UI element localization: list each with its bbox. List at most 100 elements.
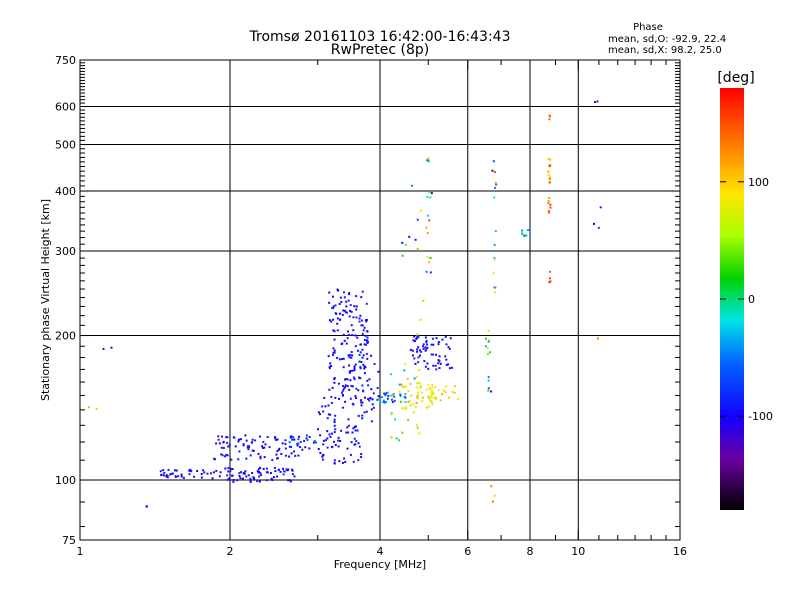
echo-point (225, 436, 228, 439)
data-points (87, 100, 602, 508)
echo-point (265, 479, 268, 482)
echo-point (274, 437, 277, 440)
echo-point (486, 353, 489, 356)
echo-point (410, 394, 413, 397)
echo-point (441, 338, 444, 341)
echo-point (366, 379, 369, 382)
echo-point (430, 192, 433, 195)
echo-point (365, 410, 368, 413)
echo-point (234, 445, 237, 448)
echo-point (405, 406, 408, 409)
echo-point (350, 441, 353, 444)
echo-point (357, 459, 360, 462)
echo-point (238, 474, 241, 477)
echo-point (244, 470, 247, 473)
echo-point (484, 345, 487, 348)
echo-point (404, 396, 407, 399)
echo-point (229, 469, 232, 472)
echo-point (334, 428, 337, 431)
echo-point (263, 446, 266, 449)
echo-point (252, 449, 255, 452)
echo-point (245, 457, 248, 460)
echo-point (291, 473, 294, 476)
echo-point (330, 395, 333, 398)
echo-point (351, 385, 354, 388)
echo-point (367, 397, 370, 400)
echo-point (437, 341, 440, 344)
echo-point (380, 396, 383, 399)
echo-point (298, 435, 301, 438)
echo-point (348, 364, 351, 367)
echo-point (224, 467, 227, 470)
echo-point (420, 391, 423, 394)
echo-point (217, 438, 220, 441)
echo-point (416, 348, 419, 351)
echo-point (430, 396, 433, 399)
echo-point (414, 340, 417, 343)
echo-point (357, 414, 360, 417)
echo-point (521, 229, 524, 232)
echo-point (379, 400, 382, 403)
echo-point (439, 399, 442, 402)
echo-point (390, 398, 393, 401)
echo-point (236, 479, 239, 482)
echo-point (344, 384, 347, 387)
echo-point (451, 390, 454, 393)
echo-point (417, 356, 420, 359)
echo-point (292, 436, 295, 439)
echo-point (336, 288, 339, 291)
y-tick-label: 500 (55, 139, 76, 152)
echo-point (163, 471, 166, 474)
echo-point (594, 101, 597, 104)
echo-point (494, 291, 497, 294)
echo-point (284, 454, 287, 457)
echo-point (366, 336, 369, 339)
echo-point (434, 364, 437, 367)
echo-point (369, 397, 372, 400)
echo-point (451, 366, 454, 369)
echo-point (345, 305, 348, 308)
echo-point (188, 469, 191, 472)
echo-point (333, 418, 336, 421)
echo-point (494, 230, 497, 233)
echo-point (297, 438, 300, 441)
echo-point (305, 434, 308, 437)
echo-point (445, 358, 448, 361)
echo-point (353, 305, 356, 308)
echo-point (548, 281, 551, 284)
echo-point (349, 379, 352, 382)
echo-point (547, 170, 550, 173)
echo-point (526, 229, 529, 232)
echo-point (266, 467, 269, 470)
echo-point (414, 405, 417, 408)
echo-point (328, 319, 331, 322)
x-tick-label: 1 (77, 545, 84, 558)
echo-point (370, 354, 373, 357)
echo-point (406, 377, 409, 380)
echo-point (326, 437, 329, 440)
echo-point (438, 360, 441, 363)
echo-point (353, 378, 356, 381)
echo-point (242, 443, 245, 446)
echo-point (169, 473, 172, 476)
echo-point (306, 439, 309, 442)
echo-point (403, 385, 406, 388)
echo-point (360, 324, 363, 327)
echo-point (425, 270, 428, 273)
echo-point (362, 354, 365, 357)
echo-point (372, 406, 375, 409)
echo-point (342, 389, 345, 392)
y-tick-label: 100 (55, 474, 76, 487)
echo-point (203, 471, 206, 474)
echo-point (364, 343, 367, 346)
echo-point (340, 358, 343, 361)
echo-point (251, 441, 254, 444)
echo-point (416, 391, 419, 394)
echo-point (337, 397, 340, 400)
echo-point (87, 406, 90, 409)
echo-point (361, 401, 364, 404)
grid-lines (80, 60, 680, 540)
echo-point (350, 356, 353, 359)
echo-point (261, 445, 264, 448)
echo-point (493, 494, 496, 497)
